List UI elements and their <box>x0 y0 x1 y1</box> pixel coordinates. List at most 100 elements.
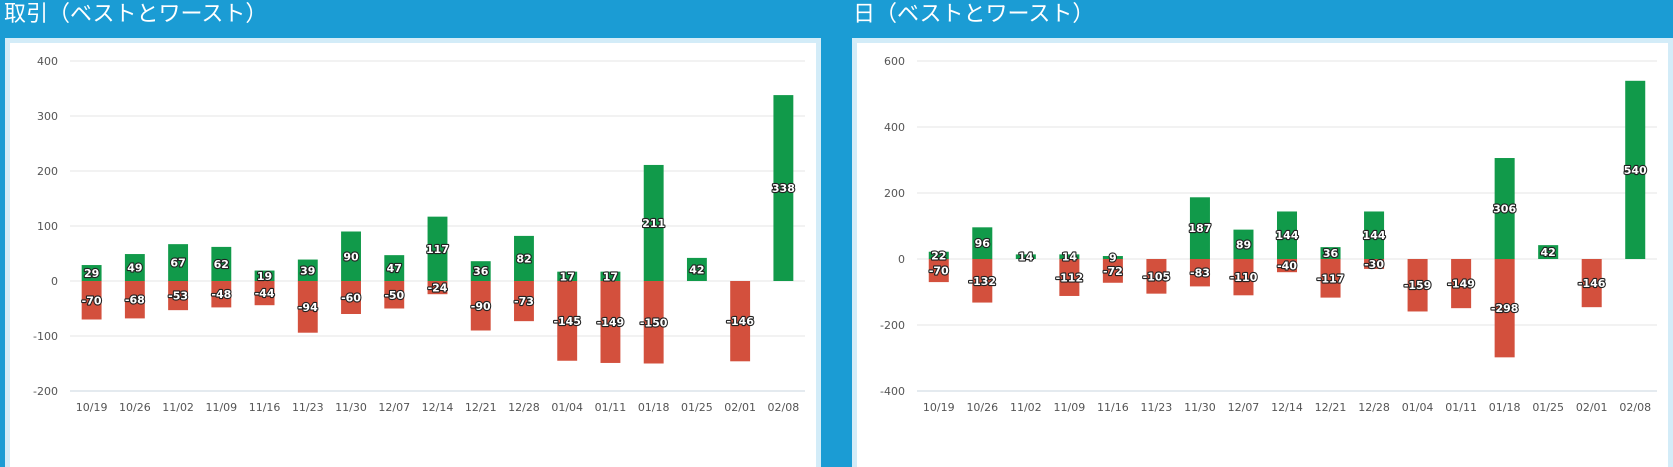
x-tick-label: 11/23 <box>1141 401 1173 414</box>
data-label: -48 <box>211 288 231 301</box>
bar-best <box>1233 229 1254 259</box>
data-label: 62 <box>214 258 229 271</box>
bar-worst <box>972 259 993 303</box>
x-tick-label: 01/18 <box>638 401 670 414</box>
bar-best <box>686 257 707 281</box>
data-label: 29 <box>84 267 99 280</box>
y-tick-label: 200 <box>884 187 905 200</box>
bar-worst <box>384 281 405 309</box>
y-tick-label: 400 <box>884 121 905 134</box>
bar-best <box>1538 245 1559 259</box>
y-tick-label: -400 <box>880 385 905 398</box>
data-label: 42 <box>1541 246 1556 259</box>
bar-worst <box>341 281 361 314</box>
data-label: -68 <box>125 294 145 307</box>
x-tick-label: 12/14 <box>1271 401 1303 414</box>
x-tick-label: 02/01 <box>1576 401 1608 414</box>
data-label: -94 <box>298 301 318 314</box>
data-label: 338 <box>772 182 795 195</box>
x-tick-label: 01/04 <box>551 401 583 414</box>
bar-worst <box>168 281 189 311</box>
bar-best <box>427 216 448 281</box>
data-label: 117 <box>426 243 449 256</box>
x-tick-label: 02/08 <box>1619 401 1651 414</box>
bar-best <box>168 244 189 281</box>
data-label: 17 <box>603 270 618 283</box>
x-tick-label: 12/28 <box>1358 401 1390 414</box>
bar-worst <box>1581 259 1602 308</box>
x-tick-label: 11/02 <box>1010 401 1042 414</box>
data-label: 540 <box>1624 164 1647 177</box>
bar-worst <box>1102 259 1123 283</box>
data-label: -73 <box>514 295 534 308</box>
data-label: 22 <box>931 249 946 262</box>
data-label: 9 <box>1109 252 1117 265</box>
bar-best <box>600 271 621 281</box>
data-label: 187 <box>1188 222 1211 235</box>
x-tick-label: 02/01 <box>724 401 756 414</box>
bar-best <box>972 227 993 259</box>
data-label: 14 <box>1062 251 1078 264</box>
bar-best <box>81 265 102 281</box>
data-label: 42 <box>689 263 704 276</box>
data-label: -145 <box>553 315 581 328</box>
data-label: 96 <box>975 237 991 250</box>
data-label: -30 <box>1364 258 1384 271</box>
data-label: 144 <box>1276 229 1299 242</box>
x-tick-label: 12/21 <box>1315 401 1347 414</box>
data-label: 306 <box>1493 203 1516 216</box>
bar-worst <box>297 281 318 333</box>
x-tick-label: 12/28 <box>508 401 540 414</box>
data-label: -298 <box>1491 302 1519 315</box>
bar-worst <box>254 281 275 306</box>
x-tick-label: 11/30 <box>335 401 367 414</box>
bar-worst <box>643 281 664 364</box>
x-tick-label: 10/19 <box>923 401 955 414</box>
x-tick-label: 02/08 <box>768 401 800 414</box>
data-label: -149 <box>1447 278 1475 291</box>
data-label: 14 <box>1018 251 1034 264</box>
data-label: -72 <box>1103 265 1123 278</box>
bar-worst <box>1189 259 1210 287</box>
bar-best <box>1102 256 1123 259</box>
bar-worst <box>557 281 578 361</box>
bar-worst <box>928 259 949 283</box>
data-label: -105 <box>1143 270 1171 283</box>
data-label: 90 <box>343 250 359 263</box>
bar-best <box>1494 158 1515 259</box>
data-label: 144 <box>1363 229 1386 242</box>
bar-worst <box>1059 259 1080 296</box>
data-label: -40 <box>1277 260 1297 273</box>
bar-worst <box>470 281 491 331</box>
data-label: 89 <box>1236 238 1251 251</box>
data-label: -146 <box>726 315 754 328</box>
data-label: -90 <box>471 300 491 313</box>
bar-worst <box>1320 259 1341 298</box>
x-tick-label: 11/16 <box>1097 401 1129 414</box>
chart-frame: -200 -100 0 100 200 300 400 10/19 10/26 11/02 11/0… <box>5 38 821 467</box>
bar-best <box>1320 247 1341 259</box>
bar-chart-trades: -200 -100 0 100 200 300 400 10/19 10/26 11/02 11/0… <box>33 55 805 414</box>
data-label: 67 <box>170 257 185 270</box>
bar-worst <box>1146 259 1167 294</box>
bar-best <box>384 255 405 281</box>
data-label: 82 <box>516 252 531 265</box>
panel-divider <box>826 0 852 467</box>
bar-worst <box>211 281 232 308</box>
data-label: 49 <box>127 262 142 275</box>
data-label: -149 <box>597 316 625 329</box>
x-tick-label: 11/23 <box>292 401 324 414</box>
y-tick-label: 0 <box>898 253 905 266</box>
x-tick-label: 01/25 <box>681 401 713 414</box>
y-tick-label: -200 <box>33 385 58 398</box>
data-label: -44 <box>255 287 275 300</box>
bar-worst <box>730 281 751 362</box>
bar-best <box>254 270 275 281</box>
x-tick-label: 12/21 <box>465 401 497 414</box>
bar-worst <box>600 281 621 363</box>
x-tick-label: 11/16 <box>249 401 281 414</box>
data-label: -132 <box>969 275 997 288</box>
data-label: 211 <box>642 217 665 230</box>
x-tick-label: 11/09 <box>205 401 237 414</box>
y-tick-label: 300 <box>37 110 58 123</box>
